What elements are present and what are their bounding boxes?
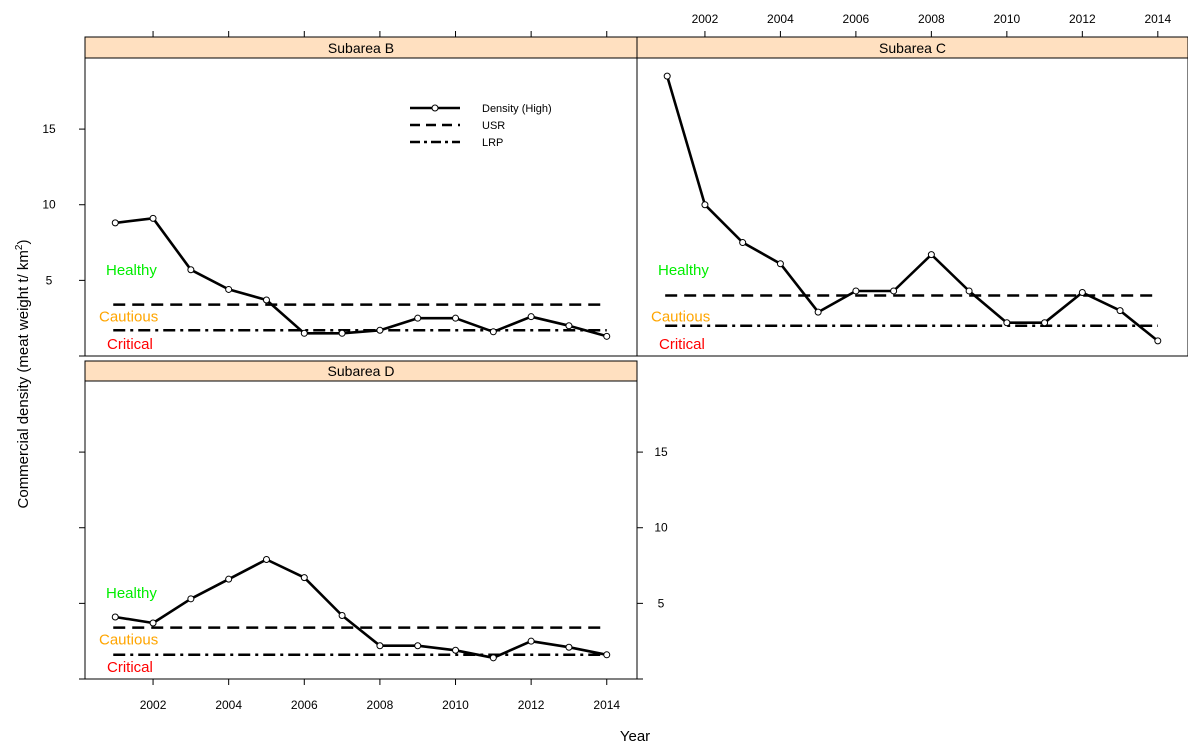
panel-2-density-line	[665, 75, 1159, 342]
panel-3-density-point	[414, 642, 422, 650]
panel-1-frame	[84, 57, 638, 357]
panel-2-density-point	[890, 287, 898, 295]
panel-1-density-point	[149, 214, 157, 222]
panel-2-density-point	[1078, 288, 1086, 296]
panel-3-density-point	[338, 611, 346, 619]
panel-2-density-point	[965, 287, 973, 295]
panel-3-critical-label: Critical	[107, 659, 153, 676]
panel-2-density-point	[814, 308, 822, 316]
panel-3-cautious-label: Cautious	[99, 632, 158, 649]
legend-density-marker	[431, 104, 439, 112]
panel-3-x-tick-label: 2004	[215, 698, 242, 712]
panel-3-x-tick-label: 2012	[518, 698, 545, 712]
panel-1-density-line	[115, 217, 608, 338]
panel-2-density-point	[663, 72, 671, 80]
panel-2-x-tick-label: 2012	[1069, 12, 1096, 26]
panel-1-cautious-label: Cautious	[99, 309, 158, 326]
panel-2-x-tick-label: 2004	[767, 12, 794, 26]
panel-1-healthy-label: Healthy	[106, 262, 157, 279]
panel-1-density-point	[187, 266, 195, 274]
panel-1-density-point	[565, 322, 573, 330]
panel-1-critical-label: Critical	[107, 336, 153, 353]
panel-1-density-point	[262, 296, 270, 304]
panel-1-density-point	[376, 326, 384, 334]
panel-3-density-line	[114, 558, 608, 660]
panel-2-density-point	[1041, 319, 1049, 327]
panel-1-density-point	[603, 332, 611, 340]
panel-1-y-tick-label: 10	[42, 198, 56, 212]
panel-1-density-point	[338, 329, 346, 337]
panel-1-strip-title: Subarea B	[328, 40, 394, 56]
panel-2-density-point	[701, 201, 709, 209]
panel-3-density-point	[300, 574, 308, 582]
panel-3-y-tick-label: 10	[654, 521, 668, 535]
panel-3-strip-title: Subarea D	[328, 363, 395, 379]
panel-2-density-point	[927, 251, 935, 259]
panel-3-density-point	[262, 555, 270, 563]
panel-2-x-tick-label: 2006	[843, 12, 870, 26]
panel-3-density-point	[527, 637, 535, 645]
panel-2-x-tick-label: 2010	[993, 12, 1020, 26]
panel-1-density-point	[452, 314, 460, 322]
panel-3-healthy-label: Healthy	[106, 585, 157, 602]
panel-1-density-point	[111, 219, 119, 227]
panel-3-x-tick-label: 2006	[291, 698, 318, 712]
panel-2-cautious-label: Cautious	[651, 309, 710, 326]
panel-1-density-point	[489, 328, 497, 336]
panel-3-density-point	[489, 654, 497, 662]
panel-3-density-point	[225, 575, 233, 583]
panel-3-density-point	[603, 651, 611, 659]
panel-3-density-point	[376, 642, 384, 650]
panel-3-y-tick-label: 5	[658, 596, 665, 610]
panel-2-frame	[636, 57, 1188, 357]
panel-1-y-tick-label: 5	[46, 273, 53, 287]
panel-3-x-tick-label: 2014	[593, 698, 620, 712]
panel-1-density-point	[300, 329, 308, 337]
panel-2-healthy-label: Healthy	[658, 262, 709, 279]
x-axis-title: Year	[620, 728, 650, 745]
panel-3-y-tick-label: 15	[654, 445, 668, 459]
panel-2-x-tick-label: 2008	[918, 12, 945, 26]
legend-label: LRP	[482, 137, 503, 149]
legend-label: Density (High)	[482, 103, 552, 115]
panel-1-y-tick-label: 15	[42, 122, 56, 136]
panel-3-x-tick-label: 2010	[442, 698, 469, 712]
y-axis-title: Commercial density (meat weight t/ km2)	[14, 240, 32, 509]
panel-3-x-tick-label: 2008	[367, 698, 394, 712]
panel-2-x-tick-label: 2002	[692, 12, 719, 26]
panel-1-density-point	[527, 313, 535, 321]
panel-1-density-point	[225, 285, 233, 293]
panel-3-density-point	[149, 619, 157, 627]
panel-2-density-point	[776, 260, 784, 268]
panel-2-strip-title: Subarea C	[879, 40, 946, 56]
panel-2-density-point	[852, 287, 860, 295]
legend-label: USR	[482, 120, 505, 132]
panel-3-density-point	[565, 643, 573, 651]
panel-3-density-point	[452, 646, 460, 654]
panel-2-density-point	[739, 239, 747, 247]
panel-3-density-point	[111, 613, 119, 621]
panel-2-density-point	[1003, 319, 1011, 327]
panel-1-density-point	[414, 314, 422, 322]
panel-2-x-tick-label: 2014	[1144, 12, 1171, 26]
panel-2-density-point	[1154, 337, 1162, 345]
panel-2-density-point	[1116, 307, 1124, 315]
panel-3-density-point	[187, 595, 195, 603]
panel-3-x-tick-label: 2002	[140, 698, 167, 712]
panel-2-critical-label: Critical	[659, 336, 705, 353]
panel-3-frame	[84, 380, 638, 680]
